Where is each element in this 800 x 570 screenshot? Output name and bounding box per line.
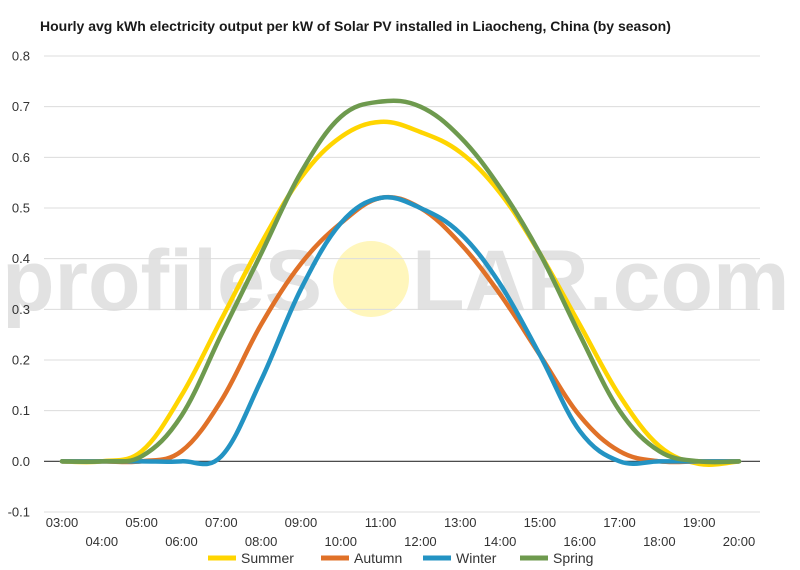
y-tick-label: 0.0 bbox=[12, 454, 30, 469]
x-tick-label: 05:00 bbox=[125, 515, 158, 530]
x-tick-label: 09:00 bbox=[285, 515, 318, 530]
x-tick-label: 03:00 bbox=[46, 515, 79, 530]
y-tick-label: 0.4 bbox=[12, 251, 30, 266]
y-tick-label: -0.1 bbox=[8, 505, 30, 520]
x-tick-label: 16:00 bbox=[563, 534, 596, 549]
legend: Summer Autumn Winter Spring bbox=[208, 550, 593, 566]
watermark-text-right: LAR.com bbox=[412, 233, 789, 329]
y-tick-label: 0.1 bbox=[12, 403, 30, 418]
x-tick-label: 17:00 bbox=[603, 515, 636, 530]
x-tick-label: 08:00 bbox=[245, 534, 278, 549]
watermark-text-left: profileS bbox=[2, 233, 322, 329]
x-axis-ticks: 03:00 04:00 05:00 06:00 07:00 08:00 09:00 10:00… bbox=[46, 515, 756, 549]
x-tick-label: 06:00 bbox=[165, 534, 198, 549]
y-tick-label: 0.8 bbox=[12, 49, 30, 64]
x-tick-label: 07:00 bbox=[205, 515, 238, 530]
x-tick-label: 12:00 bbox=[404, 534, 437, 549]
watermark: profileS LAR.com bbox=[2, 233, 789, 329]
y-tick-label: 0.5 bbox=[12, 201, 30, 216]
x-tick-label: 04:00 bbox=[86, 534, 119, 549]
series-line-spring bbox=[59, 98, 742, 465]
y-axis-ticks: -0.1 0.0 0.1 0.2 0.3 0.4 0.5 0.6 0.7 0.8 bbox=[8, 49, 30, 520]
legend-label-summer: Summer bbox=[241, 550, 294, 566]
x-tick-label: 10:00 bbox=[324, 534, 357, 549]
watermark-sun-icon bbox=[333, 241, 409, 317]
y-tick-label: 0.3 bbox=[12, 302, 30, 317]
series-line-winter bbox=[59, 195, 742, 467]
x-tick-label: 19:00 bbox=[683, 515, 716, 530]
chart-title: Hourly avg kWh electricity output per kW… bbox=[40, 18, 671, 34]
y-tick-label: 0.2 bbox=[12, 353, 30, 368]
x-tick-label: 18:00 bbox=[643, 534, 676, 549]
x-tick-label: 15:00 bbox=[524, 515, 557, 530]
series-line-summer bbox=[59, 119, 742, 467]
x-tick-label: 20:00 bbox=[723, 534, 756, 549]
legend-label-winter: Winter bbox=[456, 550, 497, 566]
y-tick-label: 0.7 bbox=[12, 99, 30, 114]
x-tick-label: 13:00 bbox=[444, 515, 477, 530]
legend-label-spring: Spring bbox=[553, 550, 593, 566]
y-tick-label: 0.6 bbox=[12, 150, 30, 165]
x-tick-label: 11:00 bbox=[365, 515, 397, 530]
x-tick-label: 14:00 bbox=[484, 534, 517, 549]
legend-label-autumn: Autumn bbox=[354, 550, 402, 566]
series-lines bbox=[59, 98, 742, 467]
